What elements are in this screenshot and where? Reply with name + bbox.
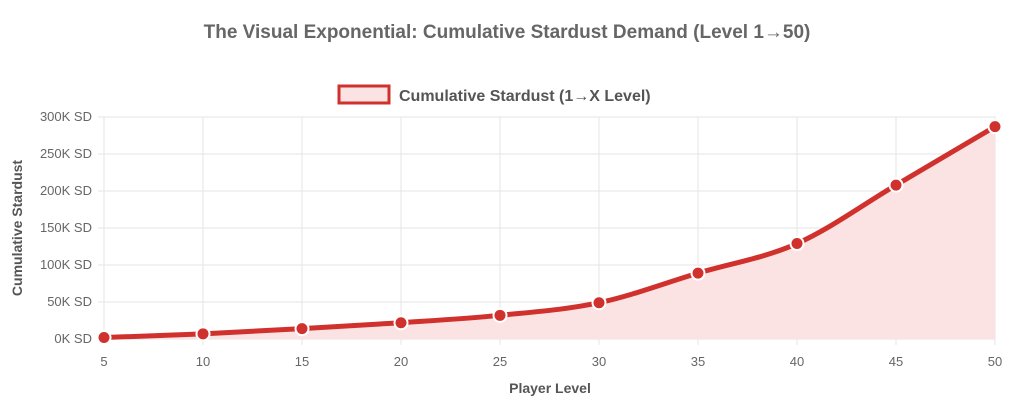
chart-title: The Visual Exponential: Cumulative Stard…: [204, 22, 811, 43]
data-point[interactable]: [195, 326, 211, 342]
x-tick-label: 25: [493, 354, 507, 369]
x-tick-label: 10: [196, 354, 210, 369]
x-tick-label: 35: [691, 354, 705, 369]
y-tick-label: 150K SD: [40, 220, 92, 235]
data-point[interactable]: [492, 307, 508, 323]
x-tick-label: 30: [592, 354, 606, 369]
series-line: [101, 124, 998, 341]
data-point[interactable]: [987, 119, 1003, 135]
y-tick-label: 0K SD: [54, 331, 92, 346]
data-points: [96, 119, 1003, 346]
x-axis-title: Player Level: [509, 380, 591, 396]
data-point[interactable]: [294, 321, 310, 337]
data-point[interactable]: [789, 236, 805, 252]
series-area-fill: [104, 126, 995, 340]
y-tick-label: 300K SD: [40, 109, 92, 124]
data-point[interactable]: [690, 265, 706, 281]
x-tick-label: 5: [100, 354, 107, 369]
area-layer: [101, 124, 998, 341]
legend-swatch: [337, 84, 391, 105]
data-point[interactable]: [591, 295, 607, 311]
x-tick-label: 45: [889, 354, 903, 369]
x-tick-label: 40: [790, 354, 804, 369]
y-axis-title: Cumulative Stardust: [9, 160, 25, 296]
y-tick-label: 50K SD: [47, 294, 92, 309]
x-tick-label: 20: [394, 354, 408, 369]
legend-label: Cumulative Stardust (1→X Level): [399, 88, 651, 105]
x-tick-label: 50: [988, 354, 1002, 369]
y-tick-label: 250K SD: [40, 146, 92, 161]
y-tick-label: 100K SD: [40, 257, 92, 272]
x-axis-ticks: 5 10 15 20 25 30 35 40 45 50: [100, 354, 1002, 369]
y-tick-label: 200K SD: [40, 183, 92, 198]
x-tick-label: 15: [295, 354, 309, 369]
y-axis-ticks: 0K SD 50K SD 100K SD 150K SD 200K SD 250K SD 3…: [40, 109, 92, 346]
data-point[interactable]: [393, 315, 409, 331]
data-point[interactable]: [888, 177, 904, 193]
data-point[interactable]: [96, 330, 112, 346]
legend[interactable]: Cumulative Stardust (1→X Level): [337, 84, 651, 105]
